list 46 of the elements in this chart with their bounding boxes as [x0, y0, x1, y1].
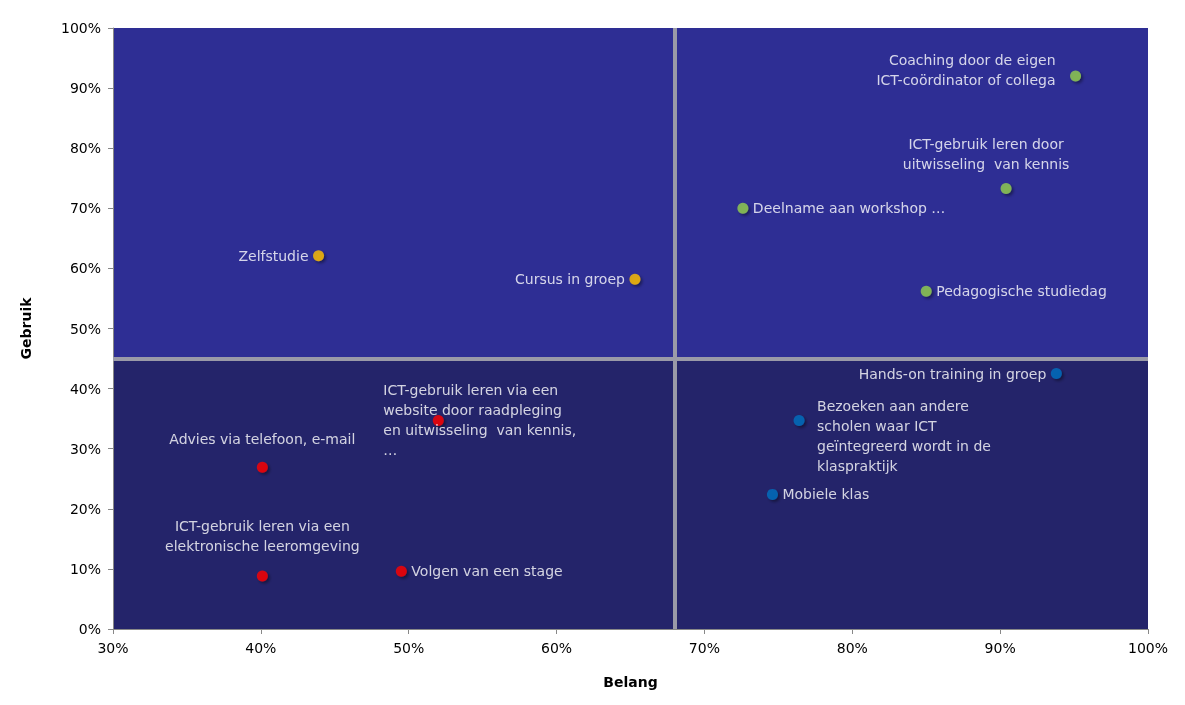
y-tick-label: 0% [78, 621, 101, 637]
annotation: Deelname aan workshop … [752, 200, 946, 217]
point [737, 202, 749, 214]
y-tick-label: 70% [69, 200, 101, 217]
x-tick-label: 30% [97, 640, 129, 656]
annotation: ICT-gebruik leren via een elektronische leeromgeving [165, 518, 360, 555]
annotation: Zelfstudie [238, 247, 309, 264]
annotation: Bezoeken aan andere scholen waar ICT geïntegreerd wordt in de klaspraktijk [817, 398, 991, 475]
point [1000, 182, 1012, 194]
point [793, 414, 805, 426]
x-tick-label: 40% [245, 640, 277, 656]
y-tick-label: 80% [69, 140, 101, 157]
annotation: Coaching door de eigen ICT-coördinator of collega [876, 52, 1056, 89]
annotation: Advies via telefoon, e-mail [169, 431, 356, 448]
point [1070, 70, 1082, 82]
y-tick-label: 20% [69, 500, 101, 517]
x-tick-label: 60% [541, 640, 573, 656]
y-tick-label: 100% [60, 20, 101, 36]
point [313, 250, 325, 262]
annotation: Hands-on training in groep [858, 365, 1047, 382]
point [766, 488, 778, 500]
x-tick-label: 80% [836, 640, 868, 656]
point [256, 570, 268, 582]
point [395, 565, 407, 577]
annotation: ICT-gebruik leren door uitwisseling van kennis [902, 136, 1070, 173]
y-axis-title: Gebruik [18, 296, 34, 360]
y-tick-label: 30% [69, 440, 101, 457]
x-axis-title: Belang [603, 674, 658, 690]
annotation: Pedagogische studiedag [936, 283, 1107, 300]
y-tick-label: 40% [69, 380, 101, 397]
y-tick-label: 60% [69, 260, 101, 277]
point [256, 461, 268, 473]
point [920, 285, 932, 297]
annotation: Cursus in groep [515, 271, 626, 288]
annotation: Mobiele klas [782, 486, 870, 503]
y-tick-label: 10% [69, 560, 101, 577]
x-tick-label: 100% [1127, 640, 1169, 656]
x-tick-label: 70% [688, 640, 720, 656]
x-tick-label: 90% [984, 640, 1016, 656]
annotation: Volgen van een stage [411, 563, 563, 580]
y-tick-label: 50% [69, 320, 101, 337]
x-tick-label: 50% [393, 640, 425, 656]
annotation: ICT-gebruik leren via een website door raadpleging en uitwisseling van kennis, … [383, 382, 577, 459]
y-tick-label: 90% [69, 80, 101, 97]
point [629, 273, 641, 285]
point [1050, 368, 1062, 380]
